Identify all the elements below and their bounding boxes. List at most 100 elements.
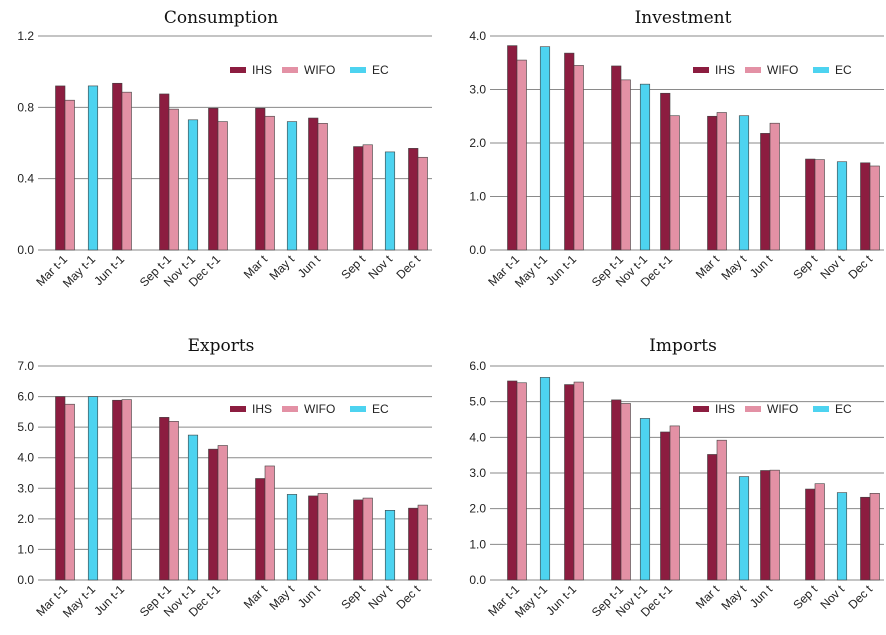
bar-ec-may-t-1 — [87, 396, 99, 581]
y-tick-label: 1.2 — [17, 29, 34, 43]
chart-title: Imports — [649, 336, 717, 356]
x-tick-label: Jun t — [747, 582, 776, 611]
chart-title: Investment — [635, 8, 732, 28]
bar-wifo-sep-t-1 — [620, 79, 631, 251]
x-tick-label: Dec t — [393, 252, 423, 282]
legend-swatch — [745, 67, 761, 73]
bar-ihs-jun-t-1 — [112, 82, 123, 251]
bar-wifo-mar-t — [264, 465, 275, 581]
x-tick-label: Jun t — [295, 582, 324, 611]
bar-ec-may-t — [738, 115, 750, 251]
y-tick-label: 2.0 — [469, 502, 486, 516]
x-tick-label: Nov t — [817, 252, 847, 282]
x-tick-label: Jun t — [295, 252, 324, 281]
x-tick-label: Mar t — [241, 582, 271, 612]
bar-wifo-jun-t-1 — [573, 381, 584, 581]
bar-wifo-jun-t — [769, 469, 780, 581]
bar-wifo-jun-t-1 — [121, 399, 132, 581]
x-tick-label: Jun t — [747, 252, 776, 281]
bar-wifo-dec-t — [417, 504, 428, 581]
bar-wifo-sep-t-1 — [168, 421, 179, 581]
bar-ihs-sep-t — [353, 499, 364, 581]
bar-ec-nov-t-1 — [639, 418, 651, 581]
y-tick-label: 5.0 — [17, 420, 34, 434]
y-tick-label: 1.0 — [469, 190, 486, 204]
bar-ihs-sep-t-1 — [611, 399, 622, 581]
bar-ihs-dec-t-1 — [660, 431, 671, 581]
bar-ihs-jun-t — [760, 470, 771, 581]
legend-label: IHS — [715, 63, 735, 77]
x-tick-label: Sep t — [790, 582, 820, 612]
x-tick-label: Nov t — [365, 582, 395, 612]
legend-swatch — [350, 406, 366, 412]
y-tick-label: 7.0 — [17, 359, 34, 373]
y-tick-label: 0.0 — [17, 573, 34, 587]
y-tick-label: 0.8 — [17, 100, 34, 114]
bar-ihs-dec-t — [408, 507, 419, 581]
legend-swatch — [282, 406, 298, 412]
bar-ec-nov-t — [384, 151, 396, 251]
legend-item-ihs: IHS — [693, 63, 735, 77]
legend-label: EC — [372, 63, 389, 77]
x-tick-label: Mar t — [241, 252, 271, 282]
x-tick-label: Nov t — [817, 582, 847, 612]
bar-ihs-dec-t-1 — [208, 107, 219, 251]
x-tick-label: May t — [718, 582, 749, 613]
legend-item-ec: EC — [350, 402, 389, 416]
y-tick-label: 1.0 — [17, 542, 34, 556]
x-tick-label: Dec t — [393, 582, 423, 612]
y-tick-label: 5.0 — [469, 395, 486, 409]
bar-wifo-mar-t-1 — [64, 99, 75, 251]
bar-ec-may-t — [286, 494, 298, 581]
chart-title: Consumption — [164, 8, 278, 28]
bar-wifo-mar-t — [264, 115, 275, 251]
bar-ihs-dec-t — [860, 162, 871, 251]
legend-item-ec: EC — [813, 63, 852, 77]
chart-title: Exports — [188, 336, 255, 356]
bar-ihs-mar-t — [707, 454, 718, 581]
bar-ihs-jun-t — [760, 133, 771, 251]
legend-swatch — [813, 406, 829, 412]
bar-ec-nov-t — [836, 492, 848, 581]
bar-wifo-sep-t — [362, 497, 373, 581]
y-tick-label: 0.4 — [17, 172, 34, 186]
bar-ec-may-t — [286, 121, 298, 251]
legend-label: IHS — [252, 402, 272, 416]
x-tick-label: May t — [718, 252, 749, 283]
bar-ihs-dec-t — [408, 148, 419, 251]
bar-ihs-dec-t-1 — [660, 92, 671, 251]
bar-ihs-mar-t-1 — [55, 396, 66, 581]
legend-swatch — [813, 67, 829, 73]
bar-wifo-dec-t — [869, 165, 880, 251]
legend-item-wifo: WIFO — [745, 63, 798, 77]
bar-wifo-mar-t-1 — [64, 403, 75, 581]
legend-swatch — [693, 406, 709, 412]
legend-label: WIFO — [767, 402, 798, 416]
bar-ihs-jun-t — [308, 117, 319, 251]
x-tick-label: Mar t — [693, 582, 723, 612]
x-tick-label: Jun t-1 — [543, 252, 579, 288]
bar-ihs-sep-t — [805, 488, 816, 581]
legend-item-ihs: IHS — [230, 63, 272, 77]
x-tick-label: Dec t — [845, 252, 875, 282]
bar-wifo-sep-t — [814, 483, 825, 581]
legend-item-ec: EC — [813, 402, 852, 416]
bar-ihs-mar-t — [707, 115, 718, 251]
legend-swatch — [230, 67, 246, 73]
bar-ec-nov-t-1 — [187, 119, 199, 251]
x-tick-label: Dec t — [845, 582, 875, 612]
bar-ec-nov-t — [836, 161, 848, 251]
bar-ec-may-t-1 — [539, 46, 551, 251]
bar-wifo-jun-t — [317, 123, 328, 251]
bar-wifo-sep-t-1 — [620, 403, 631, 581]
y-tick-label: 4.0 — [17, 451, 34, 465]
bar-ec-nov-t-1 — [639, 83, 651, 251]
bar-wifo-dec-t — [417, 156, 428, 251]
bar-ihs-sep-t-1 — [611, 65, 622, 251]
bar-wifo-jun-t-1 — [573, 65, 584, 251]
bar-wifo-jun-t — [769, 122, 780, 251]
bar-ec-may-t-1 — [539, 377, 551, 581]
